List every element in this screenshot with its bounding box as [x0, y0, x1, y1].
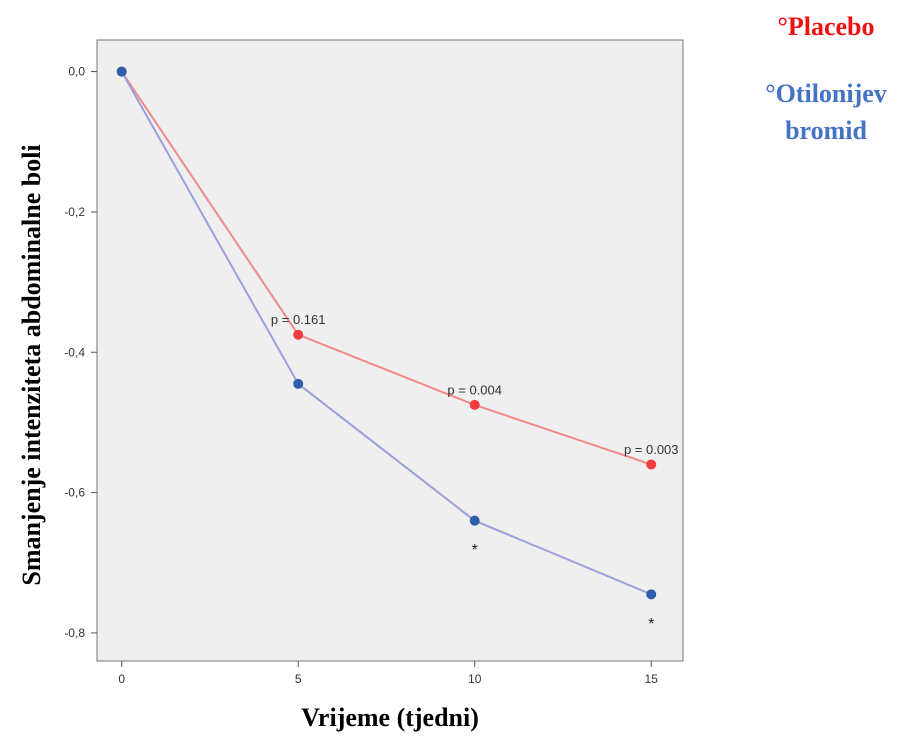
- y-axis: 0,0 -0,2 -0,4 -0,6 -0,8: [64, 65, 97, 640]
- significance-star: *: [472, 542, 478, 559]
- data-point-placebo: [469, 399, 480, 410]
- y-tick-label: 0,0: [68, 65, 85, 79]
- p-value-label: p = 0.003: [624, 442, 679, 457]
- significance-star: *: [648, 616, 654, 633]
- series-layer: [116, 66, 657, 600]
- data-point-otilonium: [293, 378, 304, 389]
- y-axis-title: Smanjenje intenziteta abdominalne boli: [17, 144, 46, 585]
- y-tick-label: -0,6: [64, 486, 85, 500]
- p-value-label: p = 0.161: [271, 312, 326, 327]
- data-point-otilonium: [116, 66, 127, 77]
- y-tick-label: -0,8: [64, 626, 85, 640]
- data-point-placebo: [646, 459, 657, 470]
- y-tick-label: -0,4: [64, 345, 85, 359]
- plot-area: [96, 39, 684, 662]
- series-line-placebo: [120, 71, 652, 466]
- legend-item-otilonium: °Otilonijev bromid: [765, 79, 887, 145]
- y-tick-label: -0,2: [64, 205, 85, 219]
- annotation-layer: p = 0.161 p = 0.004 p = 0.003 * *: [271, 312, 679, 633]
- x-tick-label: 5: [295, 672, 302, 686]
- legend-item-placebo: °Placebo: [777, 12, 875, 41]
- series-line-otilonium: [120, 71, 652, 596]
- x-tick-label: 10: [468, 672, 482, 686]
- data-point-otilonium: [646, 589, 657, 600]
- data-point-placebo: [293, 329, 304, 340]
- data-point-otilonium: [469, 515, 480, 526]
- x-axis-title: Vrijeme (tjedni): [301, 703, 479, 732]
- p-value-label: p = 0.004: [447, 382, 502, 397]
- x-axis: 0 5 10 15: [118, 661, 658, 686]
- x-tick-label: 0: [118, 672, 125, 686]
- x-tick-label: 15: [645, 672, 659, 686]
